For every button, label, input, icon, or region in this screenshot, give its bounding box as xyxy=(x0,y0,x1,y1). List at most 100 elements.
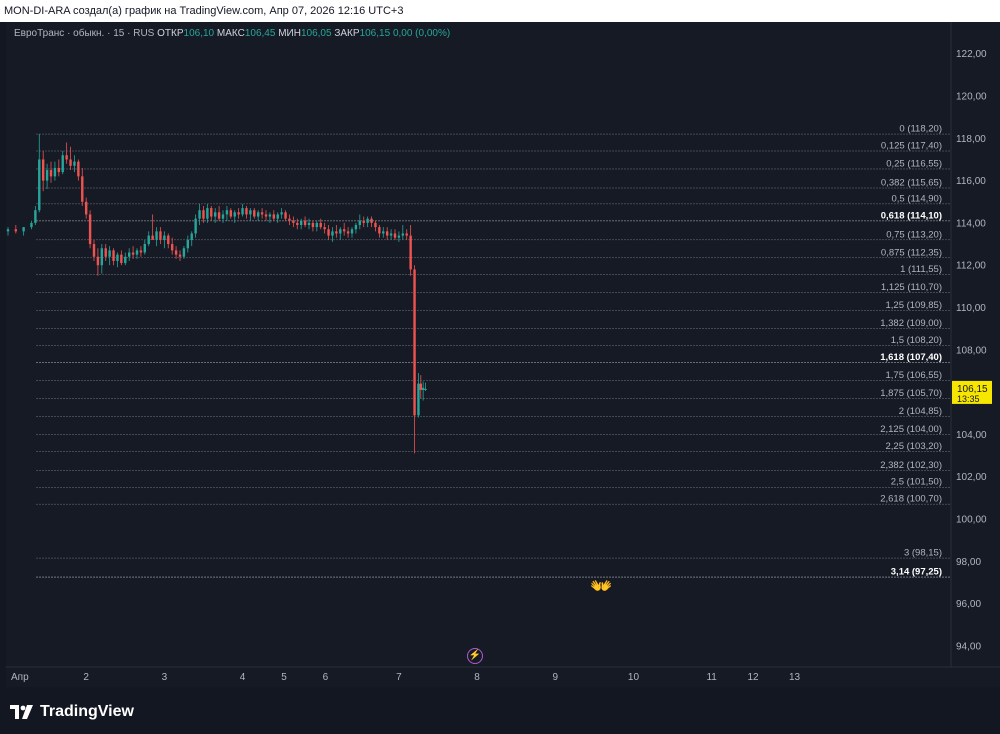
x-tick-8: 9 xyxy=(552,672,558,683)
fib-label-22: 3 (98,15) xyxy=(904,548,942,559)
candles xyxy=(6,134,427,454)
candle-body-13 xyxy=(69,159,72,166)
candle-body-84 xyxy=(346,231,350,234)
candle-body-103 xyxy=(419,383,422,390)
candle-body-76 xyxy=(315,222,319,228)
x-tick-2: 3 xyxy=(162,672,168,683)
low-label: МИН xyxy=(278,28,301,39)
candle-body-49 xyxy=(210,208,213,217)
lightning-icon[interactable]: ⚡ xyxy=(467,648,483,664)
candle-body-98 xyxy=(401,233,405,236)
candle-body-72 xyxy=(299,220,303,226)
candle-body-95 xyxy=(389,233,393,236)
candle-body-40 xyxy=(174,250,178,255)
fib-label-13: 1,618 (107,40) xyxy=(880,352,942,363)
candle-body-62 xyxy=(260,212,264,215)
candle-body-87 xyxy=(358,220,362,226)
candle-body-57 xyxy=(241,208,244,215)
candle-body-37 xyxy=(163,235,166,240)
candle-body-85 xyxy=(350,229,354,234)
fib-label-9: 1,125 (110,70) xyxy=(881,282,942,293)
symbol-name[interactable]: ЕвроТранс · обыкн. · 15 · RUS xyxy=(14,28,155,39)
candle-body-44 xyxy=(190,233,193,240)
fib-label-12: 1,5 (108,20) xyxy=(891,335,942,346)
x-tick-5: 6 xyxy=(323,672,329,683)
fib-label-6: 0,75 (113,20) xyxy=(886,229,942,240)
candle-body-96 xyxy=(393,233,397,238)
candle-body-1 xyxy=(14,229,18,232)
candle-body-94 xyxy=(385,231,389,236)
candle-body-105 xyxy=(424,388,427,390)
candle-body-19 xyxy=(92,244,96,257)
candle-body-5 xyxy=(38,159,41,211)
candle-body-56 xyxy=(237,212,240,215)
x-tick-6: 7 xyxy=(396,672,402,683)
candle-body-20 xyxy=(96,256,100,266)
candle-body-10 xyxy=(57,167,61,173)
countdown-value: 13:35 xyxy=(957,394,980,404)
candle-body-31 xyxy=(139,250,143,253)
candle-body-45 xyxy=(194,218,197,234)
candle-body-8 xyxy=(49,170,53,177)
candle-body-33 xyxy=(147,235,150,245)
fib-label-2: 0,25 (116,55) xyxy=(886,158,942,169)
candle-body-86 xyxy=(354,225,358,230)
y-tick-10: 102,00 xyxy=(956,472,987,483)
footer: TradingView xyxy=(0,687,1000,734)
candle-body-83 xyxy=(342,229,346,232)
candle-body-15 xyxy=(77,161,80,177)
y-tick-11: 100,00 xyxy=(956,514,987,525)
open-hands-icon: 👐 xyxy=(590,576,613,596)
candle-body-47 xyxy=(202,210,205,219)
candle-body-71 xyxy=(296,222,299,226)
y-tick-7: 108,00 xyxy=(956,345,987,356)
fib-label-7: 0,875 (112,35) xyxy=(881,247,942,258)
y-tick-0: 122,00 xyxy=(956,49,987,60)
y-tick-13: 96,00 xyxy=(956,599,981,610)
y-tick-3: 116,00 xyxy=(956,176,986,187)
candle-body-102 xyxy=(417,383,420,416)
tradingview-logo[interactable]: TradingView xyxy=(10,703,134,721)
y-tick-5: 112,00 xyxy=(956,261,986,272)
candle-body-101 xyxy=(413,269,416,416)
y-tick-2: 118,00 xyxy=(956,134,986,145)
candle-body-26 xyxy=(120,254,123,264)
fib-label-16: 2 (104,85) xyxy=(899,406,942,417)
x-tick-1: 2 xyxy=(83,672,89,683)
x-tick-0: Апр xyxy=(11,672,29,683)
y-tick-12: 98,00 xyxy=(956,557,981,568)
candle-body-14 xyxy=(73,161,76,166)
price-badge-group: 106,15 13:35 xyxy=(952,380,992,404)
candle-body-35 xyxy=(155,231,158,240)
candle-body-2 xyxy=(22,227,25,232)
candle-body-74 xyxy=(307,222,311,226)
candle-body-80 xyxy=(331,231,334,236)
x-tick-4: 5 xyxy=(281,672,287,683)
x-tick-11: 12 xyxy=(748,672,760,683)
fib-label-15: 1,875 (105,70) xyxy=(880,388,942,399)
fib-label-21: 2,618 (100,70) xyxy=(880,494,942,505)
high-label: МАКС xyxy=(216,28,245,39)
candle-body-9 xyxy=(53,167,57,177)
candle-body-41 xyxy=(178,254,182,257)
candle-body-0 xyxy=(6,229,10,232)
candle-body-65 xyxy=(272,214,276,219)
candle-body-54 xyxy=(229,210,233,217)
candle-body-75 xyxy=(311,222,315,228)
candle-body-90 xyxy=(370,218,373,223)
candle-body-70 xyxy=(292,220,295,223)
candle-body-3 xyxy=(30,222,33,228)
brand-name: TradingView xyxy=(40,703,134,720)
candlestick-chart[interactable]: 0 (118,20) 0,125 (117,40) 0,25 (116,55) 0,3… xyxy=(6,22,1000,687)
chart-area[interactable]: 0 (118,20) 0,125 (117,40) 0,25 (116,55) 0,3… xyxy=(6,22,1000,687)
y-tick-6: 110,00 xyxy=(956,303,986,314)
x-tick-3: 4 xyxy=(240,672,246,683)
close-label: ЗАКР xyxy=(334,28,360,39)
candle-body-78 xyxy=(323,227,326,230)
candle-body-43 xyxy=(186,239,190,249)
candle-body-79 xyxy=(327,229,330,236)
y-tick-1: 120,00 xyxy=(956,92,987,103)
fib-label-20: 2,5 (101,50) xyxy=(891,477,942,488)
time-axis: Апр 2 3 4 5 6 7 8 9 10 11 12 13 xyxy=(6,666,1000,683)
candle-body-34 xyxy=(151,235,154,240)
